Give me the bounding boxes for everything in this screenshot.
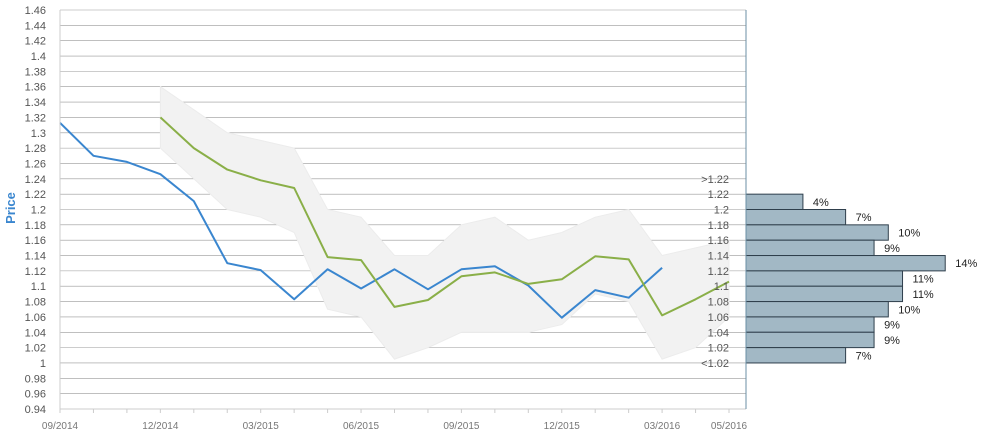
- y-tick-label: 1.36: [25, 82, 46, 94]
- series-line-actual: [59, 122, 663, 319]
- distribution-bars: 4% 7% 10% 9% 14% 11% 11% 10% 9% 9% 7% >1.22 1.22 1.2 1…: [701, 174, 977, 370]
- distribution-percent-label: 9%: [884, 320, 900, 332]
- distribution-bin-label: <1.02: [701, 358, 729, 370]
- distribution-bar: [745, 255, 946, 272]
- distribution-bar: [745, 224, 889, 241]
- distribution-bar: [745, 347, 847, 364]
- y-tick-label: 1.08: [25, 297, 46, 309]
- y-tick-label: 1.46: [25, 5, 46, 17]
- x-tick-label: 09/2014: [42, 421, 79, 432]
- distribution-percent-label: 10%: [898, 228, 920, 240]
- distribution-bar: [745, 285, 904, 303]
- confidence-band: [159, 85, 730, 360]
- series-lines: [59, 116, 730, 319]
- x-tick-label: 05/2016: [711, 421, 748, 432]
- distribution-bin-label: 1.12: [708, 266, 729, 278]
- y-tick-label: 1.28: [25, 143, 46, 155]
- distribution-percent-label: 4%: [813, 197, 829, 209]
- distribution-bar: [745, 239, 875, 257]
- distribution-bin-label: 1.2: [714, 205, 729, 217]
- y-tick-label: 1.22: [25, 189, 46, 201]
- y-tick-label: 0.96: [25, 389, 46, 401]
- y-tick-label: 1.26: [25, 158, 46, 170]
- y-tick-label: 1.16: [25, 235, 46, 247]
- x-tick-label: 12/2014: [142, 421, 179, 432]
- distribution-bin-label: >1.22: [701, 174, 729, 186]
- y-tick-label: 0.98: [25, 373, 46, 385]
- distribution-bar: [745, 209, 847, 226]
- y-tick-label: 1.3: [31, 128, 46, 140]
- distribution-percent-label: 9%: [884, 243, 900, 255]
- x-tick-label: 06/2015: [343, 421, 380, 432]
- distribution-bin-label: 1.14: [708, 251, 729, 263]
- distribution-bin-label: 1.04: [708, 327, 729, 339]
- x-tick-label: 12/2015: [544, 421, 581, 432]
- axes: 1.46 1.44 1.42 1.4 1.38 1.36 1.34 1.32 1.3 1.28 1.…: [25, 5, 748, 432]
- distribution-bin-label: 1.02: [708, 343, 729, 355]
- distribution-bar: [745, 331, 875, 349]
- y-tick-label: 1: [40, 358, 46, 370]
- x-tick-label: 03/2015: [243, 421, 280, 432]
- y-tick-label: 1.12: [25, 266, 46, 278]
- x-tick-label: 09/2015: [443, 421, 480, 432]
- y-tick-label: 1.02: [25, 343, 46, 355]
- y-tick-label: 1.14: [25, 251, 46, 263]
- distribution-percent-label: 11%: [913, 289, 934, 301]
- y-tick-label: 0.94: [25, 404, 46, 416]
- y-tick-label: 1.04: [25, 327, 46, 339]
- y-tick-label: 1.4: [31, 51, 46, 63]
- distribution-bar: [745, 193, 804, 210]
- distribution-percent-label: 14%: [955, 258, 977, 270]
- distribution-bin-label: 1.08: [708, 297, 729, 309]
- y-tick-label: 1.42: [25, 36, 46, 48]
- y-tick-label: 1.38: [25, 66, 46, 78]
- y-axis-label: Price: [3, 192, 18, 224]
- distribution-percent-label: 10%: [898, 304, 920, 316]
- y-tick-label: 1.44: [25, 20, 46, 32]
- y-tick-label: 1.32: [25, 112, 46, 124]
- y-tick-label: 1.18: [25, 220, 46, 232]
- distribution-bin-label: 1.1: [714, 281, 729, 293]
- distribution-bin-label: 1.16: [708, 235, 729, 247]
- distribution-bar: [745, 301, 889, 318]
- distribution-percent-label: 7%: [856, 350, 872, 362]
- distribution-bin-label: 1.18: [708, 220, 729, 232]
- y-tick-label: 1.24: [25, 174, 46, 186]
- y-tick-label: 1.1: [31, 281, 46, 293]
- distribution-bin-label: 1.22: [708, 189, 729, 201]
- confidence-band-area: [159, 85, 730, 360]
- y-tick-label: 1.2: [31, 205, 46, 217]
- distribution-percent-label: 11%: [913, 274, 934, 286]
- distribution-bin-label: 1.06: [708, 312, 729, 324]
- series-line-forecast: [159, 116, 730, 317]
- distribution-percent-label: 9%: [884, 335, 900, 347]
- distribution-bar: [745, 270, 904, 287]
- y-tick-label: 1.06: [25, 312, 46, 324]
- distribution-bar: [745, 316, 875, 333]
- x-tick-label: 03/2016: [644, 421, 681, 432]
- distribution-percent-label: 7%: [856, 212, 872, 224]
- y-tick-label: 1.34: [25, 97, 46, 109]
